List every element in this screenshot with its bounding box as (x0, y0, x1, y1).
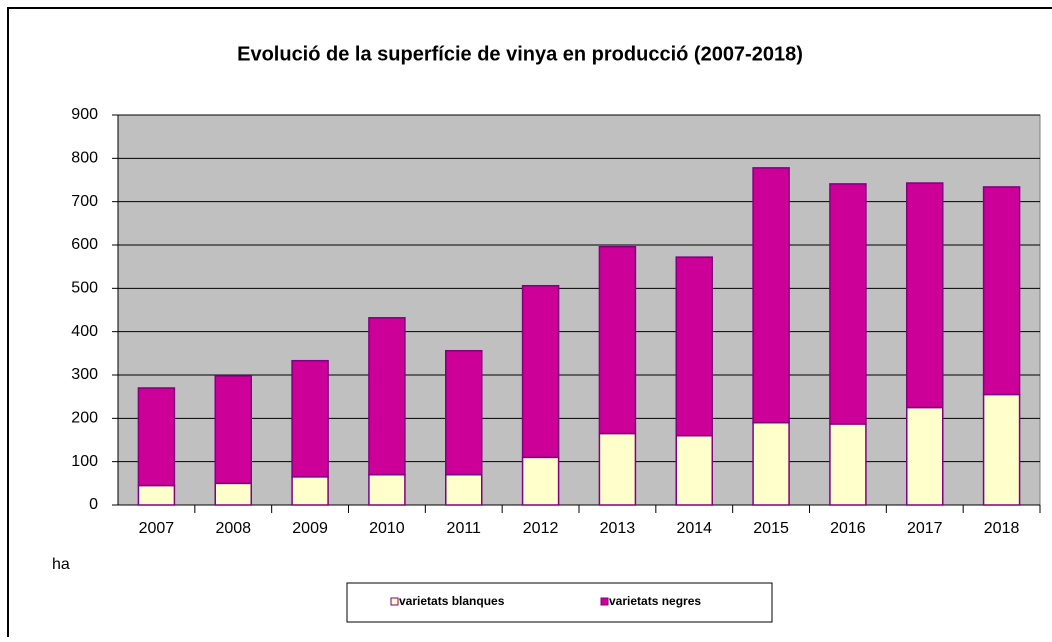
bar (521, 456, 560, 506)
y-tick-label: 600 (71, 236, 98, 253)
bar (829, 183, 867, 425)
legend-swatch (390, 597, 399, 606)
bar (214, 375, 252, 485)
bar (445, 349, 483, 476)
bar (675, 256, 713, 437)
x-tick-label: 2013 (600, 520, 636, 537)
x-tick-label: 2011 (447, 520, 482, 537)
y-tick-label: 300 (71, 366, 98, 383)
y-tick-label: 900 (71, 106, 98, 123)
bar (291, 359, 329, 478)
bar (137, 387, 176, 487)
y-tick-label: 0 (89, 496, 98, 513)
bar (906, 406, 944, 506)
bar (291, 476, 329, 506)
bar (752, 421, 790, 506)
y-tick-label: 200 (71, 410, 98, 427)
bar (445, 473, 483, 506)
legend (346, 582, 773, 623)
x-tick-label: 2018 (984, 520, 1020, 537)
y-tick-label: 100 (71, 453, 98, 470)
x-tick-label: 2017 (907, 520, 943, 537)
bar (829, 423, 867, 506)
x-tick-label: 2010 (369, 520, 405, 537)
bar (752, 167, 790, 424)
x-tick-label: 2007 (139, 520, 175, 537)
bar (137, 484, 176, 506)
x-tick-label: 2012 (523, 520, 559, 537)
bar (214, 482, 252, 506)
plot-area (117, 114, 1041, 506)
bar (368, 473, 406, 506)
x-tick-label: 2015 (753, 520, 789, 537)
bar (598, 245, 637, 435)
bar (675, 434, 713, 506)
y-tick-label: 800 (71, 150, 98, 167)
chart-title: Evolució de la superfície de vinya en pr… (237, 43, 803, 65)
bar (906, 182, 944, 409)
bar (521, 284, 560, 459)
bar (982, 186, 1021, 396)
bar (982, 393, 1021, 506)
y-tick-label: 400 (71, 323, 98, 340)
bar (368, 317, 406, 476)
y-axis-label: ha (52, 556, 70, 573)
legend-label: varietats blanques (399, 594, 505, 608)
y-tick-label: 700 (71, 193, 98, 210)
bar (598, 432, 637, 506)
x-tick-label: 2009 (292, 520, 328, 537)
y-tick-label: 500 (71, 280, 98, 297)
x-tick-label: 2008 (215, 520, 251, 537)
x-tick-label: 2014 (676, 520, 712, 537)
legend-label: varietats negres (609, 594, 701, 608)
x-tick-label: 2016 (830, 520, 866, 537)
legend-swatch (600, 597, 609, 606)
